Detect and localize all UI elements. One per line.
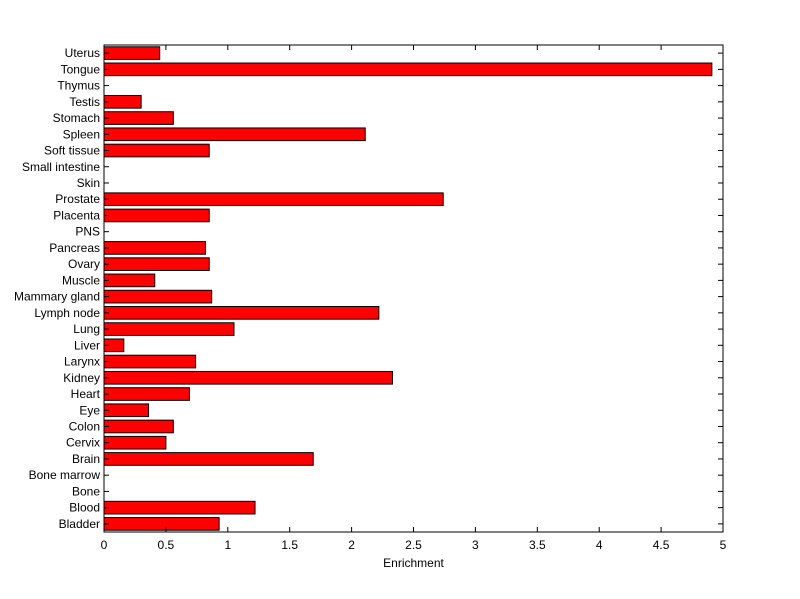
bar-lung <box>103 322 235 336</box>
y-tick-label: Pancreas <box>49 241 100 255</box>
bar-ovary <box>103 257 210 271</box>
bar-stomach <box>103 111 174 125</box>
y-tick-label: Ovary <box>68 257 100 271</box>
x-tick-label: 1 <box>224 538 231 552</box>
y-tick-label: Eye <box>79 403 100 417</box>
x-tick-label: 2.5 <box>405 538 422 552</box>
bar-brain <box>103 452 314 466</box>
x-tick-label: 0.5 <box>158 538 175 552</box>
y-tick-label: Bone <box>72 484 100 498</box>
bar-placenta <box>103 208 210 223</box>
bar-spleen <box>103 127 366 142</box>
y-tick-label: Cervix <box>66 436 100 450</box>
y-tick-label: Placenta <box>53 208 100 222</box>
bar-bladder <box>103 517 220 531</box>
y-tick-label: Lymph node <box>34 306 100 320</box>
x-tick-label: 0 <box>101 538 108 552</box>
bar-prostate <box>103 192 444 207</box>
y-tick-label: Colon <box>69 419 100 433</box>
bar-blood <box>103 500 256 515</box>
y-tick-label: Liver <box>74 338 100 352</box>
bar-tongue <box>103 62 713 77</box>
y-tick-label: Heart <box>71 387 101 401</box>
y-tick-label: Skin <box>77 176 100 190</box>
bar-mammary-gland <box>103 289 213 304</box>
x-axis-ticks: 0 0.5 1 1.5 2 2.5 3 3.5 4 4.5 5 <box>101 45 727 552</box>
x-axis-title: Enrichment <box>383 556 444 570</box>
y-tick-label: Larynx <box>64 355 100 369</box>
x-tick-label: 4 <box>596 538 603 552</box>
x-tick-label: 5 <box>720 538 727 552</box>
y-tick-label: Uterus <box>65 46 100 60</box>
x-tick-label: 3 <box>472 538 479 552</box>
y-tick-label: Prostate <box>55 192 100 206</box>
bar-pancreas <box>103 241 207 255</box>
y-tick-label: Tongue <box>61 62 101 76</box>
x-tick-label: 1.5 <box>281 538 298 552</box>
plot-frame <box>103 44 724 533</box>
y-tick-label: Spleen <box>63 127 100 141</box>
y-tick-label: Bladder <box>59 517 100 531</box>
bar-uterus <box>103 46 161 60</box>
y-tick-label: PNS <box>75 225 100 239</box>
y-tick-label: Testis <box>69 95 100 109</box>
y-tick-label: Thymus <box>57 79 100 93</box>
y-tick-label: Muscle <box>62 273 100 287</box>
y-tick-label: Bone marrow <box>29 468 101 482</box>
y-tick-label: Stomach <box>53 111 100 125</box>
bar-lymph-node <box>103 306 380 320</box>
bar-testis <box>103 94 142 109</box>
y-axis-ticks: Bladder Blood Bone Bone marrow Brain Cervix Co… <box>14 46 723 531</box>
y-tick-label: Kidney <box>63 371 100 385</box>
bar-soft-tissue <box>103 143 210 158</box>
bar-cervix <box>103 435 167 450</box>
y-tick-label: Small intestine <box>22 160 100 174</box>
y-tick-label: Brain <box>72 452 100 466</box>
bar-colon <box>103 419 174 434</box>
bar-muscle <box>103 273 156 288</box>
y-tick-label: Mammary gland <box>14 290 100 304</box>
x-tick-label: 3.5 <box>529 538 546 552</box>
bar-eye <box>103 403 150 418</box>
bar-heart <box>103 387 190 401</box>
y-tick-label: Soft tissue <box>44 144 100 158</box>
bar-larynx <box>103 354 197 369</box>
y-tick-label: Lung <box>73 322 100 336</box>
x-tick-label: 4.5 <box>653 538 670 552</box>
x-tick-label: 2 <box>348 538 355 552</box>
bar-kidney <box>103 370 393 385</box>
bars-group <box>103 46 713 531</box>
y-tick-label: Blood <box>69 501 100 515</box>
